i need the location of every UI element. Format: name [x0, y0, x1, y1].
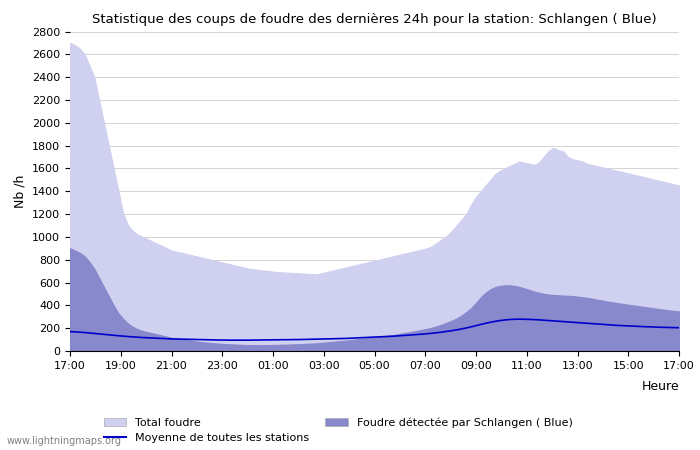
- Text: www.lightningmaps.org: www.lightningmaps.org: [7, 436, 122, 446]
- Title: Statistique des coups de foudre des dernières 24h pour la station: Schlangen ( B: Statistique des coups de foudre des dern…: [92, 13, 657, 26]
- Text: Heure: Heure: [641, 380, 679, 393]
- Y-axis label: Nb /h: Nb /h: [13, 175, 27, 208]
- Legend: Total foudre, Moyenne de toutes les stations, Foudre détectée par Schlangen ( Bl: Total foudre, Moyenne de toutes les stat…: [99, 413, 577, 448]
